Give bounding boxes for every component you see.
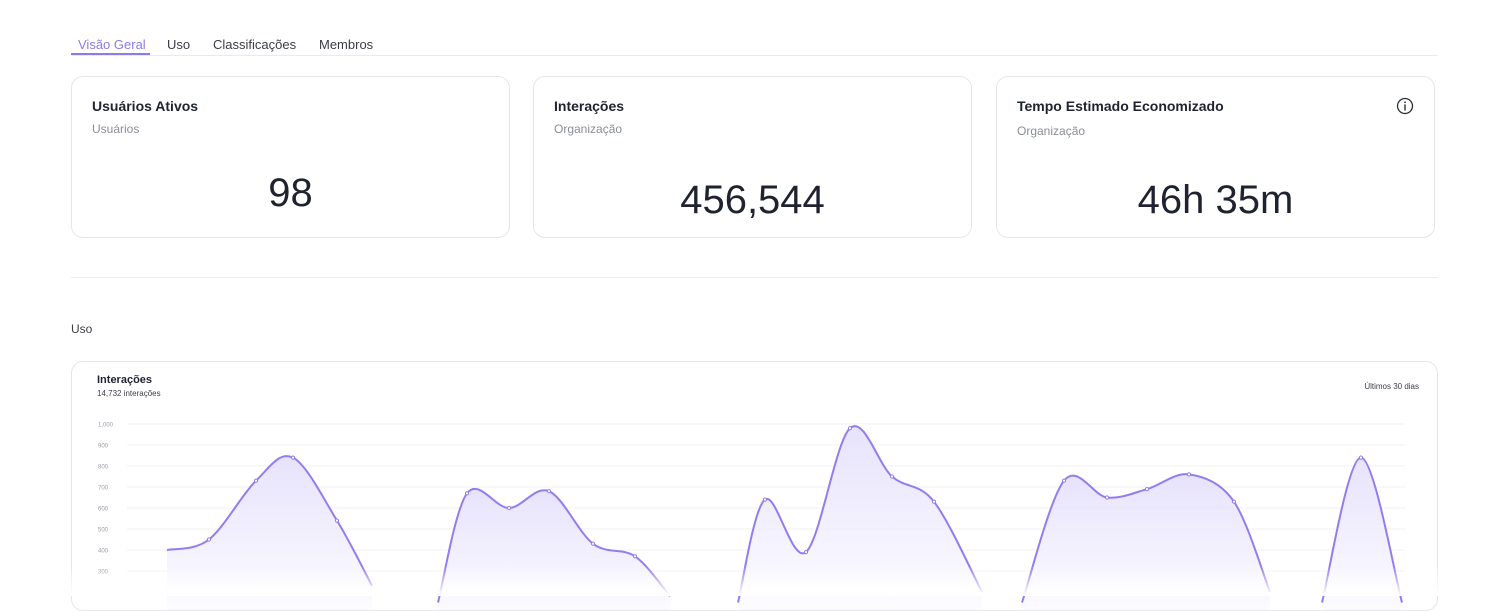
card-value: 98 bbox=[268, 171, 313, 215]
y-tick-label: 300 bbox=[98, 570, 109, 576]
data-point[interactable] bbox=[590, 541, 596, 546]
series-area bbox=[738, 426, 982, 610]
card-subtitle: Organização bbox=[1017, 124, 1086, 138]
y-tick-label: 500 bbox=[98, 528, 109, 534]
data-point[interactable] bbox=[334, 518, 340, 523]
tab-bar: Visão Geral Uso Classificações Membros bbox=[71, 36, 1438, 56]
chart-title: Interações bbox=[97, 374, 153, 386]
y-tick-label: 900 bbox=[98, 444, 109, 450]
tab-classificacoes[interactable]: Classificações bbox=[213, 37, 297, 52]
series-area bbox=[167, 456, 372, 610]
data-point[interactable] bbox=[931, 499, 937, 504]
data-point[interactable] bbox=[546, 489, 552, 494]
chart-subtitle: 14,732 interações bbox=[97, 389, 161, 398]
data-point[interactable] bbox=[1061, 478, 1067, 483]
y-tick-label: 1,000 bbox=[98, 423, 114, 429]
data-point[interactable] bbox=[1231, 499, 1237, 504]
stat-card-tempo-economizado: Tempo Estimado Economizado Organização 4… bbox=[996, 76, 1435, 238]
tab-visao-geral[interactable]: Visão Geral bbox=[78, 37, 146, 52]
data-point[interactable] bbox=[1144, 487, 1150, 492]
card-subtitle: Usuários bbox=[92, 122, 140, 136]
data-point[interactable] bbox=[1358, 455, 1364, 460]
y-tick-label: 600 bbox=[98, 507, 109, 513]
y-tick-label: 700 bbox=[98, 486, 109, 492]
date-range-label[interactable]: Últimos 30 dias bbox=[1364, 382, 1419, 391]
card-title: Interações bbox=[554, 98, 625, 114]
card-value: 456,544 bbox=[680, 178, 825, 222]
interactions-chart-card: Interações 14,732 interações Últimos 30 … bbox=[71, 361, 1438, 611]
card-subtitle: Organização bbox=[554, 122, 623, 136]
series-area bbox=[1022, 474, 1270, 610]
data-point[interactable] bbox=[506, 505, 512, 511]
data-point[interactable] bbox=[632, 554, 638, 559]
stat-card-interacoes: Interações Organização 456,544 bbox=[533, 76, 972, 238]
tab-uso[interactable]: Uso bbox=[167, 37, 191, 52]
interactions-area-chart: 1,000 900 800 700 600 500 400 300 bbox=[98, 423, 1405, 610]
data-point[interactable] bbox=[1104, 495, 1110, 500]
data-point[interactable] bbox=[803, 550, 809, 555]
active-tab-indicator bbox=[71, 53, 150, 55]
data-point[interactable] bbox=[464, 491, 470, 496]
info-icon[interactable] bbox=[1396, 97, 1414, 115]
data-point[interactable] bbox=[889, 474, 895, 479]
series-area bbox=[1322, 457, 1402, 610]
stat-card-usuarios-ativos: Usuários Ativos Usuários 98 bbox=[71, 76, 510, 238]
data-point[interactable] bbox=[762, 497, 768, 502]
data-point[interactable] bbox=[847, 426, 853, 431]
data-point[interactable] bbox=[206, 537, 212, 542]
card-title: Tempo Estimado Economizado bbox=[1017, 98, 1224, 114]
section-title-uso: Uso bbox=[71, 322, 93, 336]
data-point[interactable] bbox=[290, 455, 296, 460]
data-point[interactable] bbox=[253, 478, 259, 483]
card-title: Usuários Ativos bbox=[92, 98, 199, 114]
data-point[interactable] bbox=[1186, 472, 1192, 477]
tab-membros[interactable]: Membros bbox=[319, 37, 374, 52]
y-tick-label: 400 bbox=[98, 549, 109, 555]
card-value: 46h 35m bbox=[1137, 178, 1294, 222]
section-divider bbox=[71, 277, 1438, 278]
y-tick-label: 800 bbox=[98, 465, 109, 471]
